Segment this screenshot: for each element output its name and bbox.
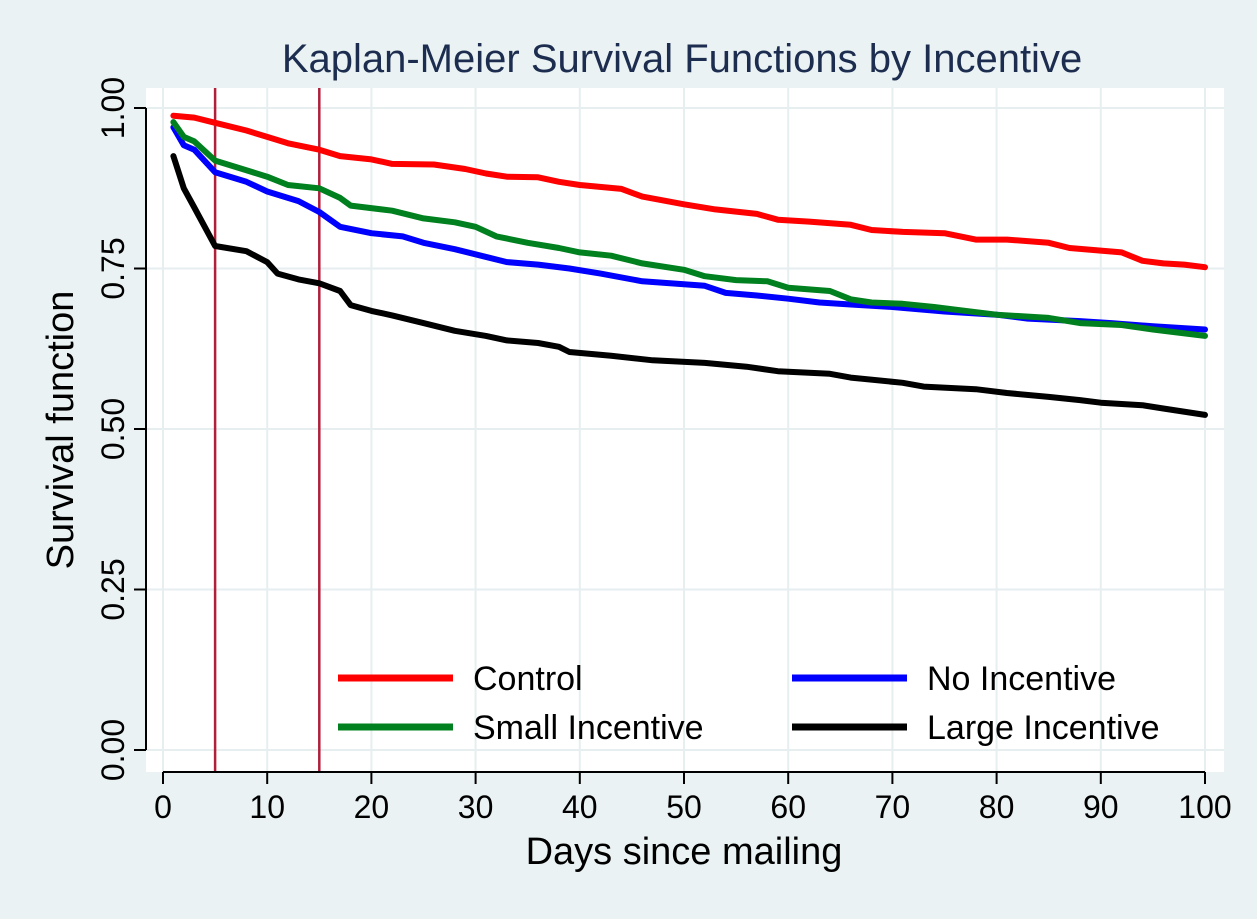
x-tick-label: 80 [979,789,1015,825]
x-tick-label: 50 [666,789,702,825]
series-line-control [170,112,1208,271]
y-tick-label: 0.75 [95,237,131,299]
x-axis-title: Days since mailing [526,831,843,873]
y-tick-label: 0.50 [95,398,131,460]
y-axis-title: Survival function [40,291,82,570]
series-lines [170,112,1208,418]
legend-label-large-incentive: Large Incentive [927,709,1160,747]
series-line-large-incentive [170,153,1208,418]
chart-title: Kaplan-Meier Survival Functions by Incen… [282,37,1082,81]
series-line-small-incentive [170,119,1208,339]
y-tick-label: 0.00 [95,719,131,781]
axes: 0 10 20 30 40 50 60 70 80 90 100 0.00 0.25 0.50 0.75 1.… [95,77,1232,825]
legend-label-small-incentive: Small Incentive [473,709,704,747]
x-tick-label: 20 [354,789,390,825]
x-tick-label: 10 [249,789,285,825]
legend-label-no-incentive: No Incentive [927,660,1116,698]
reference-lines [213,88,321,772]
legend: Control No Incentive Small Incentive Large … [338,660,1160,747]
legend-label-control: Control [473,660,583,698]
x-tick-label: 0 [154,789,172,825]
x-tick-label: 60 [770,789,806,825]
x-tick-label: 90 [1083,789,1119,825]
x-tick-label: 40 [562,789,598,825]
y-tick-label: 1.00 [95,77,131,139]
x-tick-label: 30 [458,789,494,825]
x-tick-label: 100 [1178,789,1231,825]
y-tick-label: 0.25 [95,558,131,620]
x-tick-label: 70 [875,789,911,825]
